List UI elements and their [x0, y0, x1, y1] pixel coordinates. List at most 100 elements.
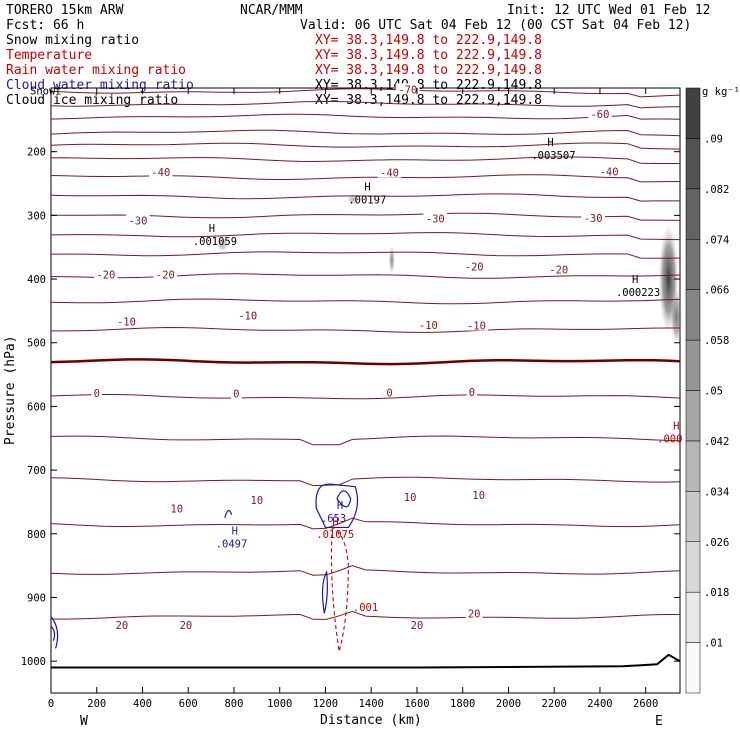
isotherm-label: -10 — [467, 321, 486, 333]
x-tick-label: 2200 — [542, 698, 567, 710]
isotherm-line — [50, 232, 681, 241]
x-tick-label: 600 — [179, 698, 198, 710]
isotherm-label-bg — [465, 607, 483, 619]
x-tick-label: 400 — [133, 698, 152, 710]
isotherm-label-bg — [588, 108, 612, 120]
terrain-line — [51, 653, 681, 669]
x-tick-label: 1600 — [404, 698, 429, 710]
isotherm-label: -30 — [128, 215, 147, 227]
isotherm-label: 0 — [233, 389, 239, 401]
maximum-value: .653 — [321, 513, 346, 525]
isotherm-line — [50, 129, 681, 137]
isotherm-label-bg — [177, 618, 195, 630]
colorbar-level: .082 — [704, 184, 729, 196]
isotherm-label-bg — [235, 309, 260, 321]
isotherm-line — [50, 358, 681, 366]
maximum-value: .003507 — [531, 150, 575, 162]
isotherm-line — [50, 156, 680, 164]
isotherm-label: 10 — [251, 495, 264, 507]
isotherm-label-bg — [470, 488, 488, 500]
legend-xy-1: XY= 38.3,149.8 to 222.9,149.8 — [315, 33, 542, 48]
isotherm-line — [50, 142, 681, 150]
legend-xy-3: XY= 38.3,149.8 to 222.9,149.8 — [315, 63, 542, 78]
cloud-water-contour-inner — [336, 490, 352, 508]
isotherm-label-bg — [464, 319, 489, 331]
colorbar-swatch — [685, 87, 701, 139]
isotherm-label-bg — [168, 502, 186, 514]
maximum-marker: H — [632, 274, 638, 286]
isotherm-label: -40 — [380, 168, 399, 180]
colorbar-level: .034 — [704, 486, 729, 498]
isotherm-label-bg — [466, 385, 478, 397]
isotherm-label-bg — [231, 387, 242, 399]
maximum-marker: H — [209, 223, 215, 235]
isotherm-label: 20 — [411, 620, 424, 632]
isotherm-label: -20 — [465, 261, 484, 273]
legend-snow: Snow mixing ratio — [6, 33, 139, 48]
colorbar-level: .066 — [704, 285, 729, 297]
isotherm-label: 20 — [180, 620, 193, 632]
isotherm-label: 10 — [472, 490, 485, 502]
snow-shade-central — [388, 245, 395, 274]
isotherm-label: 10 — [404, 492, 417, 504]
colorbar-level: .074 — [704, 234, 729, 246]
colorbar-swatch — [685, 390, 701, 442]
isotherm-line — [50, 517, 681, 530]
isotherm-line — [50, 113, 681, 120]
isotherm-label-bg — [423, 212, 448, 224]
colorbar-level: .026 — [704, 537, 729, 549]
x-tick-label: 1000 — [267, 698, 292, 710]
isotherm-line — [50, 88, 681, 98]
maximum-marker: H — [673, 420, 679, 432]
isotherm-label: -20 — [549, 265, 568, 277]
maximum-marker: H — [364, 181, 370, 193]
y-tick-label: 900 — [27, 592, 46, 604]
y-tick-label: 700 — [27, 465, 46, 477]
isotherm-line — [50, 298, 681, 305]
isotherm-label-bg — [126, 214, 150, 226]
colorbar-swatch — [685, 642, 701, 694]
x-tick-label: 200 — [87, 698, 106, 710]
colorbar-swatch — [685, 591, 701, 643]
y-tick-label: 300 — [27, 210, 46, 222]
isotherm-line — [50, 273, 681, 279]
legend-cloud-water: Cloud water mixing ratio — [6, 78, 194, 93]
colorbar-level: .042 — [704, 436, 729, 448]
isotherm-label-bg — [401, 490, 419, 502]
colorbar-level: .01 — [704, 638, 723, 650]
maximum-value: .001 — [353, 602, 378, 614]
forecast-hour: Fcst: 66 h — [6, 18, 84, 33]
legend-temperature: Temperature — [6, 48, 92, 63]
isotherm-label: -40 — [151, 167, 170, 179]
valid-time: Valid: 06 UTC Sat 04 Feb 12 (00 CST Sat … — [300, 18, 691, 33]
y-tick-label: 500 — [27, 338, 46, 350]
isotherm-line — [50, 212, 681, 221]
x-tick-label: 0 — [48, 698, 54, 710]
maximum-value: .000 — [657, 433, 682, 445]
isotherm-label: -60 — [590, 109, 609, 121]
x-tick-label: 1400 — [359, 698, 384, 710]
isotherm-label: -40 — [600, 166, 619, 178]
isotherm-label: -20 — [96, 270, 115, 282]
isotherm-label-bg — [597, 165, 621, 177]
isotherm-label: 0 — [386, 387, 392, 399]
isotherm-label: -10 — [117, 317, 136, 329]
isotherm-label-bg — [248, 494, 266, 506]
overlap-label: Snowt — [30, 85, 62, 97]
maximum-marker: H — [332, 516, 338, 528]
isotherm-line — [50, 610, 680, 620]
snow-shade-west — [216, 236, 229, 253]
isotherm-label: -70 — [398, 84, 417, 96]
isotherm-label-bg — [416, 318, 441, 330]
legend-xy-2: XY= 38.3,149.8 to 222.9,149.8 — [315, 48, 542, 63]
model-title: TORERO 15km ARW — [6, 3, 124, 18]
rain-water-contour — [330, 526, 349, 652]
x-tick-label: 1200 — [313, 698, 338, 710]
colorbar-swatch — [685, 289, 701, 341]
cloud-water-contour-west — [224, 510, 233, 519]
east-label: E — [655, 714, 663, 729]
isotherm-line — [50, 394, 681, 400]
legend-xy-5: XY= 38.3,149.8 to 222.9,149.8 — [315, 93, 542, 108]
cloud-water-contour — [315, 483, 359, 529]
isotherm-label-bg — [94, 268, 118, 280]
